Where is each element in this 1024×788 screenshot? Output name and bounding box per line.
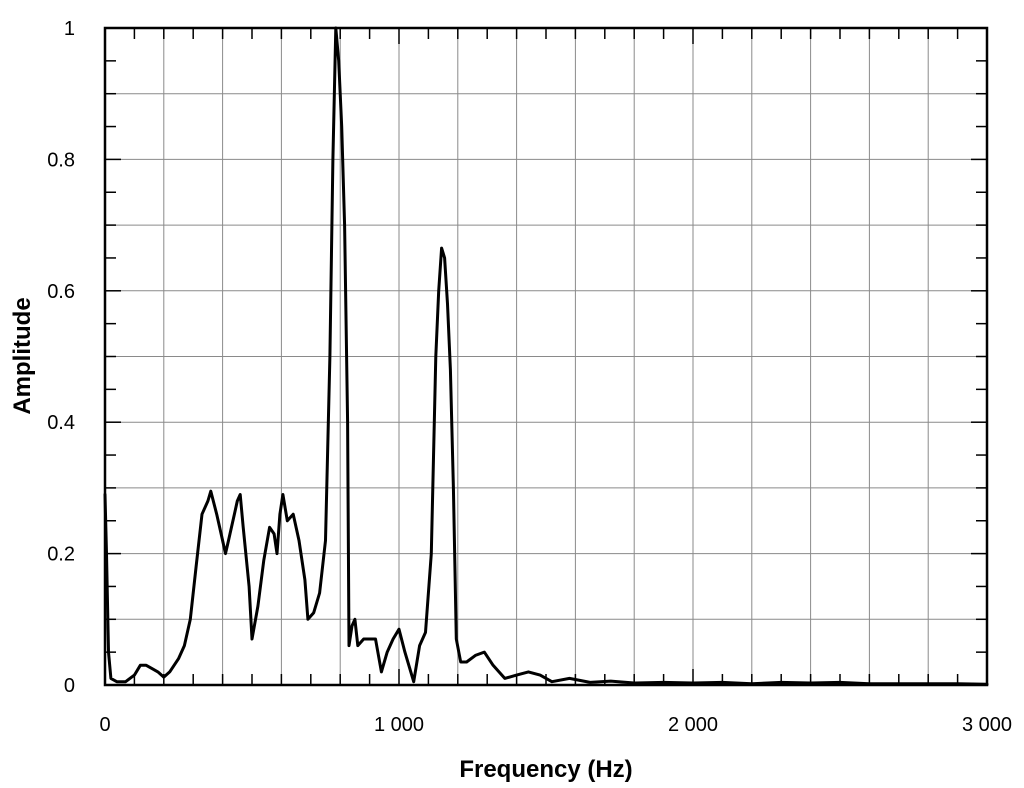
y-tick-label: 0	[64, 675, 75, 697]
x-tick-label: 0	[99, 714, 110, 736]
grid-layer	[105, 28, 987, 685]
tick-label-layer: 0 1 000 2 000 3 000 0 0.2 0.4 0.6 0.8 1	[47, 18, 1012, 736]
series-line-1	[103, 26, 989, 686]
y-axis-title: Amplitude	[9, 297, 36, 414]
series-layer	[103, 26, 989, 686]
y-tick-label: 0.2	[47, 544, 75, 566]
plot-frame	[103, 26, 989, 687]
y-tick-label: 0.4	[47, 412, 75, 434]
x-axis-title: Frequency (Hz)	[459, 756, 632, 783]
x-tick-label: 3 000	[962, 714, 1012, 736]
y-tick-label: 1	[64, 18, 75, 40]
y-tick-label: 0.6	[47, 281, 75, 303]
x-tick-label: 1 000	[374, 714, 424, 736]
y-tick-label: 0.8	[47, 149, 75, 171]
x-tick-label: 2 000	[668, 714, 718, 736]
